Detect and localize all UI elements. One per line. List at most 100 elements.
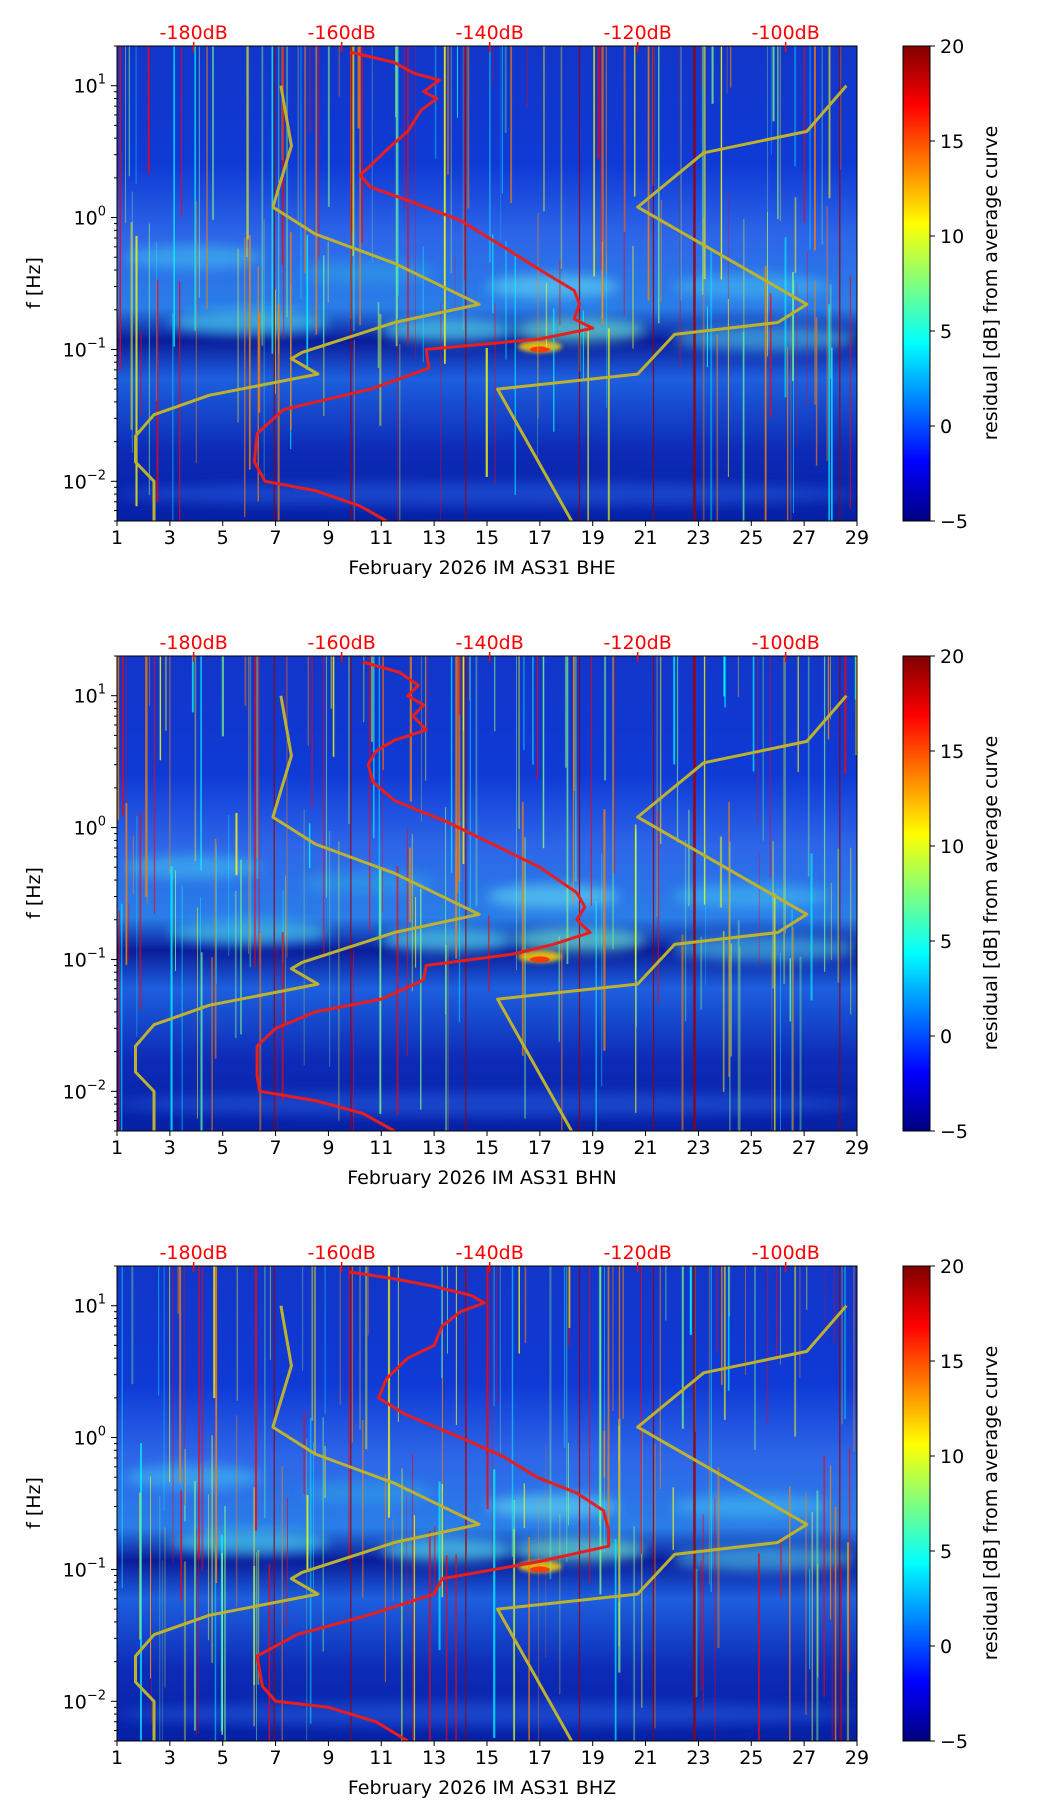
series-curve <box>496 84 848 521</box>
db-label: -120dB <box>604 632 672 654</box>
series-curve <box>496 1304 848 1741</box>
y-tick-label: 10−1 <box>63 336 106 361</box>
x-tick-label: 3 <box>164 527 176 549</box>
spectrogram-area <box>117 656 857 1131</box>
colorbar-tick-label: 20 <box>940 1256 964 1278</box>
db-label: -140dB <box>456 22 524 44</box>
x-axis-label: February 2026 IM AS31 BHZ <box>348 1777 616 1799</box>
y-tick-label: 10−2 <box>63 468 106 493</box>
y-tick-label: 10−1 <box>63 946 106 971</box>
y-tick-label: 10−1 <box>63 1556 106 1581</box>
x-tick-label: 25 <box>739 1137 763 1159</box>
x-axis-label: February 2026 IM AS31 BHN <box>347 1167 616 1189</box>
x-tick-label: 5 <box>217 527 229 549</box>
x-tick-label: 29 <box>845 527 869 549</box>
colorbar-tick-label: 15 <box>940 741 964 763</box>
colorbar-tick-label: 0 <box>940 1636 952 1658</box>
colorbar-tick-label: 0 <box>940 416 952 438</box>
x-tick-label: 5 <box>217 1137 229 1159</box>
x-tick-label: 7 <box>270 1747 282 1769</box>
microseism-band <box>169 920 329 945</box>
x-tick-label: 21 <box>633 527 657 549</box>
x-tick-label: 15 <box>475 1747 499 1769</box>
microseism-band <box>672 1546 857 1571</box>
x-tick-label: 21 <box>633 1747 657 1769</box>
microseism-band <box>672 274 831 299</box>
y-axis-label: f [Hz] <box>23 867 45 919</box>
x-tick-label: 17 <box>528 1747 552 1769</box>
x-tick-label: 7 <box>270 527 282 549</box>
y-axis-label: f [Hz] <box>23 257 45 309</box>
colorbar-tick-label: 15 <box>940 1351 964 1373</box>
x-axis-label: February 2026 IM AS31 BHE <box>348 557 615 579</box>
x-tick-label: 3 <box>164 1747 176 1769</box>
colorbar-tick-label: −5 <box>940 1121 968 1143</box>
microseism-band <box>381 318 514 343</box>
series-curve <box>134 85 481 521</box>
db-label: -100dB <box>752 1242 820 1264</box>
x-tick-label: 29 <box>845 1747 869 1769</box>
x-tick-label: 1 <box>111 1137 123 1159</box>
series-curve <box>496 694 848 1131</box>
db-label: -160dB <box>308 22 376 44</box>
colorbar-tick-label: 15 <box>940 131 964 153</box>
microseism-band <box>124 855 263 880</box>
x-tick-label: 27 <box>792 1747 816 1769</box>
y-axis-label: f [Hz] <box>23 1477 45 1529</box>
y-tick-label: 100 <box>74 815 106 840</box>
series-curve <box>134 1305 481 1741</box>
microseism-band <box>672 326 857 351</box>
x-tick-label: 9 <box>322 1747 334 1769</box>
x-tick-label: 19 <box>581 527 605 549</box>
x-tick-label: 17 <box>528 527 552 549</box>
microseism-band <box>672 884 831 909</box>
x-tick-label: 11 <box>369 1747 393 1769</box>
colorbar-tick-label: 0 <box>940 1026 952 1048</box>
x-tick-label: 27 <box>792 1137 816 1159</box>
y-tick-label: 100 <box>74 1425 106 1450</box>
db-label: -100dB <box>752 632 820 654</box>
x-tick-label: 23 <box>686 1747 710 1769</box>
colorbar-tick-label: 5 <box>940 1541 952 1563</box>
x-tick-label: 9 <box>322 527 334 549</box>
x-tick-label: 9 <box>322 1137 334 1159</box>
x-tick-label: 21 <box>633 1137 657 1159</box>
microseism-band <box>124 245 263 270</box>
db-label: -180dB <box>160 22 228 44</box>
x-tick-label: 23 <box>686 527 710 549</box>
series-curve <box>255 1270 611 1741</box>
colorbar-tick-label: 5 <box>940 321 952 343</box>
microseism-band <box>487 884 620 909</box>
microseism-band <box>124 1465 263 1490</box>
db-label: -120dB <box>604 22 672 44</box>
x-tick-label: 1 <box>111 1747 123 1769</box>
x-tick-label: 15 <box>475 1137 499 1159</box>
microseism-band <box>381 928 514 953</box>
hot-spot <box>529 1566 550 1573</box>
colorbar-label: residual [dB] from average curve <box>980 126 1002 441</box>
x-tick-label: 23 <box>686 1137 710 1159</box>
y-tick-label: 101 <box>74 683 106 708</box>
x-tick-label: 29 <box>845 1137 869 1159</box>
db-label: -100dB <box>752 22 820 44</box>
hot-spot <box>529 956 550 963</box>
db-label: -180dB <box>160 1242 228 1264</box>
colorbar-tick-label: 10 <box>940 1446 964 1468</box>
spectrogram-area <box>117 1266 857 1741</box>
x-tick-label: 17 <box>528 1137 552 1159</box>
x-tick-label: 25 <box>739 1747 763 1769</box>
y-tick-label: 100 <box>74 205 106 230</box>
x-tick-label: 11 <box>369 1137 393 1159</box>
colorbar-tick-label: 10 <box>940 836 964 858</box>
microseism-band <box>117 1702 857 1727</box>
colorbar-tick-label: 20 <box>940 36 964 58</box>
colorbar-label: residual [dB] from average curve <box>980 736 1002 1051</box>
x-tick-label: 7 <box>270 1137 282 1159</box>
y-tick-label: 10−2 <box>63 1688 106 1713</box>
microseism-band <box>487 274 620 299</box>
db-label: -160dB <box>308 632 376 654</box>
